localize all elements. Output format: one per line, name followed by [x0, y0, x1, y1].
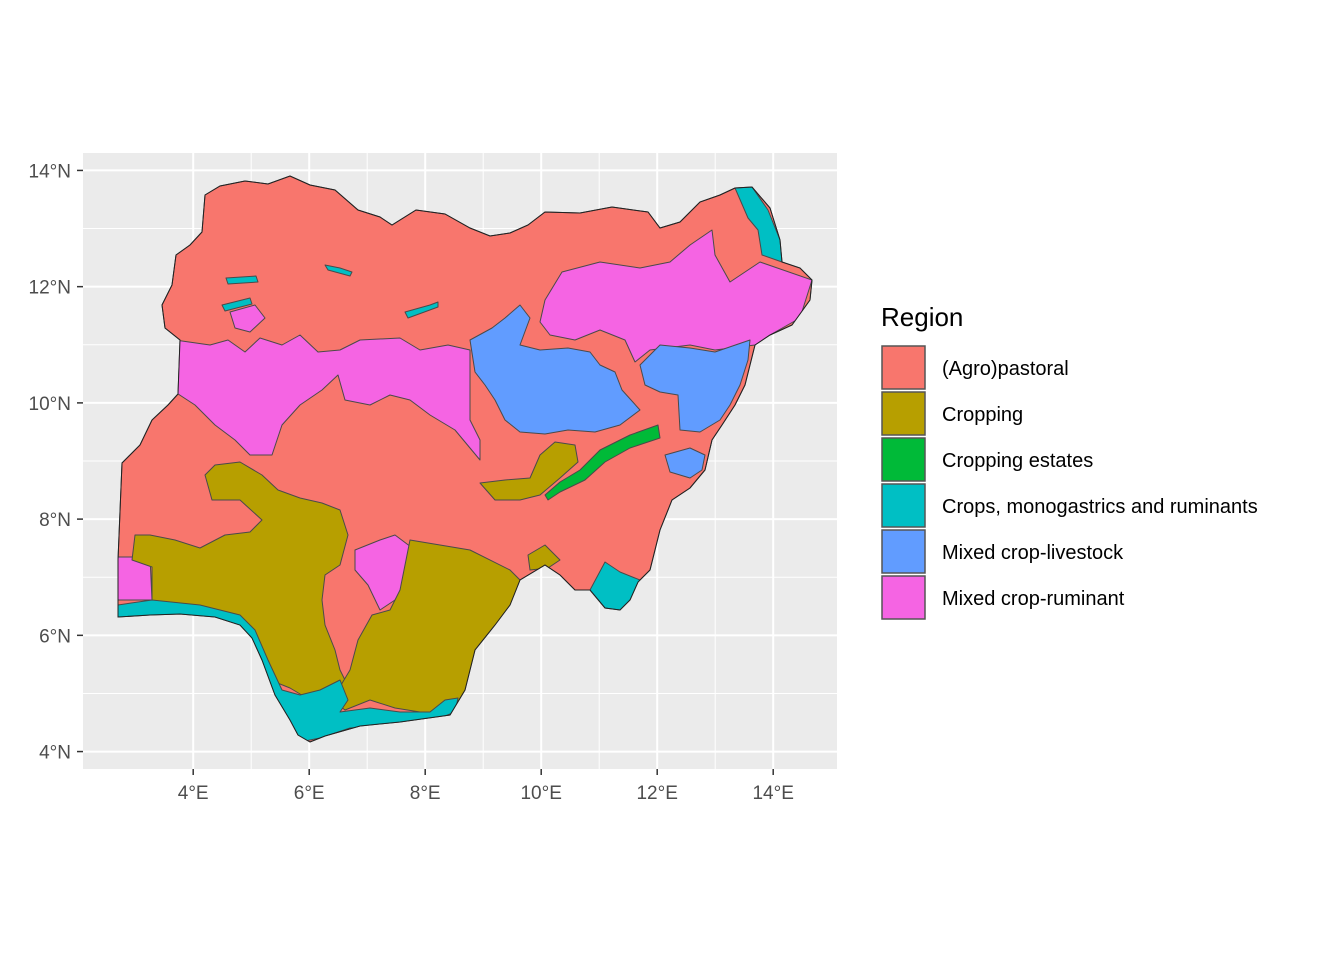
- x-tick-label: 4°E: [178, 783, 209, 804]
- legend-swatch: [881, 391, 926, 436]
- x-tick-label: 12°E: [636, 783, 677, 804]
- region-mixed-livestock-central: [469, 304, 641, 435]
- legend-swatch: [881, 437, 926, 482]
- y-tick-label: 10°N: [29, 394, 71, 415]
- region-mixed-livestock-southeast: [664, 447, 706, 479]
- legend-item-mixed-livestock: Mixed crop-livestock: [881, 529, 1124, 574]
- legend: Region (Agro)pastoral Cropping Cropping es…: [881, 302, 1258, 620]
- legend-item-mixed-ruminant: Mixed crop-ruminant: [881, 575, 1125, 620]
- legend-swatch: [881, 575, 926, 620]
- legend-item-cropping-estates: Cropping estates: [881, 437, 1093, 482]
- legend-item-crops-mono: Crops, monogastrics and ruminants: [881, 483, 1258, 528]
- legend-label: Cropping estates: [942, 450, 1093, 472]
- legend-item-agro-pastoral: (Agro)pastoral: [881, 345, 1069, 390]
- legend-label: Crops, monogastrics and ruminants: [942, 496, 1258, 518]
- legend-swatch: [881, 345, 926, 390]
- x-axis: 4°E 6°E 8°E 10°E 12°E 14°E: [178, 769, 794, 804]
- y-tick-label: 8°N: [39, 510, 71, 531]
- x-tick-label: 10°E: [520, 783, 561, 804]
- region-cropping-central: [479, 441, 579, 501]
- region-cropping-southeast: [331, 539, 526, 713]
- region-cropping-east: [527, 544, 561, 571]
- x-tick-label: 6°E: [294, 783, 325, 804]
- legend-item-cropping: Cropping: [881, 391, 1023, 436]
- legend-swatch: [881, 483, 926, 528]
- region-crops-mono-lake-2: [221, 297, 253, 312]
- x-tick-label: 14°E: [752, 783, 793, 804]
- legend-label: (Agro)pastoral: [942, 358, 1069, 380]
- legend-title: Region: [881, 302, 963, 332]
- x-tick-label: 8°E: [410, 783, 441, 804]
- legend-label: Cropping: [942, 404, 1023, 426]
- region-crops-mono-lake-1: [225, 275, 259, 285]
- legend-label: Mixed crop-livestock: [942, 542, 1124, 564]
- legend-items: (Agro)pastoral Cropping Cropping estates Cr…: [881, 345, 1258, 620]
- region-mixed-ruminant-northwest: [229, 304, 266, 333]
- region-crops-mono-lake-4: [324, 264, 353, 277]
- region-crops-mono-lake-3: [404, 301, 439, 319]
- y-tick-label: 14°N: [29, 161, 71, 182]
- y-tick-label: 12°N: [29, 278, 71, 299]
- legend-label: Mixed crop-ruminant: [942, 588, 1125, 610]
- region-mixed-ruminant-west: [171, 334, 481, 461]
- nigeria-map: [117, 175, 813, 743]
- y-tick-label: 6°N: [39, 626, 71, 647]
- region-mixed-livestock-east: [639, 339, 751, 433]
- legend-swatch: [881, 529, 926, 574]
- region-mixed-ruminant-northeast: [539, 229, 812, 363]
- y-tick-label: 4°N: [39, 743, 71, 764]
- y-axis: 4°N 6°N 8°N 10°N 12°N 14°N: [29, 161, 83, 764]
- region-cropping-estates: [544, 424, 661, 501]
